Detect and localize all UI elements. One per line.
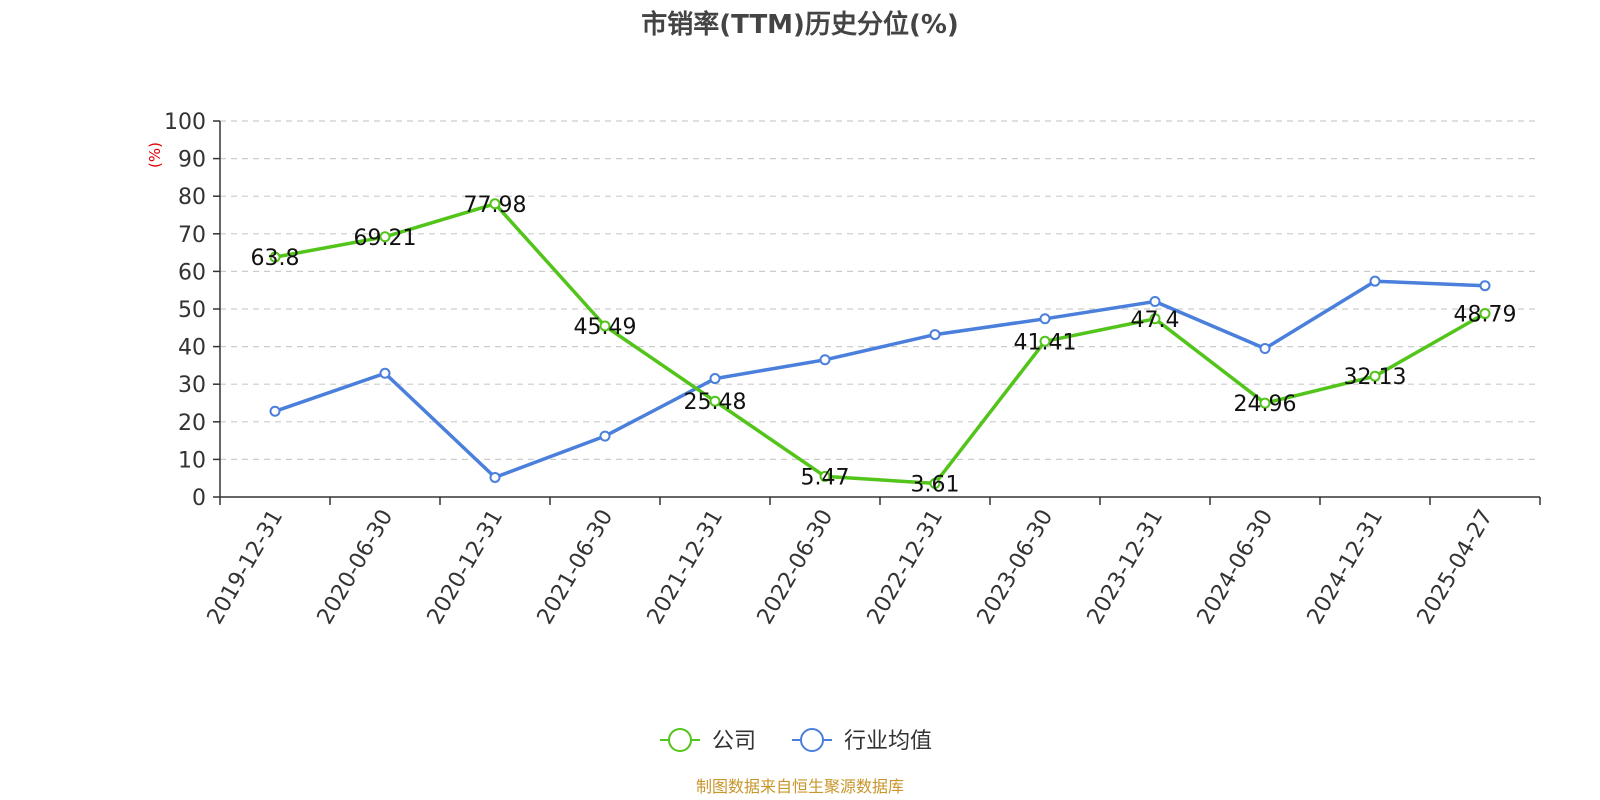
- legend[interactable]: 公司 行业均值: [660, 728, 932, 754]
- axes: 0 10 20 30 40 50 60 70 80 90 100 2019-12-31 2020-06-…: [164, 110, 1541, 629]
- data-label: 24.96: [1234, 392, 1297, 417]
- data-point: [379, 231, 391, 243]
- data-point: [269, 405, 281, 417]
- data-point: [1369, 275, 1381, 287]
- data-point: [709, 373, 721, 385]
- data-point: [819, 354, 831, 366]
- series-line-0: [274, 202, 1486, 486]
- data-point: [1479, 308, 1491, 320]
- y-tick-label: 0: [192, 486, 206, 511]
- data-point: [1149, 313, 1161, 325]
- data-label: 25.48: [684, 390, 747, 415]
- x-tick-label: 2024-06-30: [1193, 506, 1279, 629]
- y-tick-label: 100: [164, 110, 206, 135]
- data-point: [1369, 370, 1381, 382]
- data-point: [819, 470, 831, 482]
- data-point: [929, 329, 941, 341]
- legend-item-label: 行业均值: [844, 729, 932, 754]
- data-label: 48.79: [1454, 303, 1517, 328]
- y-tick-label: 80: [178, 185, 206, 210]
- y-tick-label: 20: [178, 411, 206, 436]
- data-point: [269, 251, 281, 263]
- data-label: 77.98: [464, 193, 527, 218]
- data-label: 45.49: [574, 315, 637, 340]
- data-label: 69.21: [354, 226, 417, 251]
- data-labels: 63.8 69.21 77.98 45.49 25.48 5.47 3.61 41.41 47.…: [251, 193, 1517, 498]
- x-tick-label: 2025-04-27: [1413, 506, 1499, 629]
- data-label: 32.13: [1344, 365, 1407, 390]
- x-tick-label: 2020-12-31: [423, 506, 509, 629]
- y-tick-label: 40: [178, 336, 206, 361]
- data-point: [929, 477, 941, 489]
- x-tick-label: 2022-06-30: [753, 506, 839, 629]
- x-tick-label: 2024-12-31: [1303, 506, 1389, 629]
- data-point: [1149, 295, 1161, 307]
- x-tick-label: 2021-12-31: [643, 506, 729, 629]
- series-layer: [269, 198, 1491, 489]
- y-tick-label: 90: [178, 148, 206, 173]
- legend-marker: [668, 728, 692, 752]
- y-tick-label: 10: [178, 448, 206, 473]
- y-tick-label: 70: [178, 223, 206, 248]
- data-point: [1259, 397, 1271, 409]
- data-point: [1039, 335, 1051, 347]
- x-tick-label: 2019-12-31: [203, 506, 289, 629]
- source-note: 制图数据来自恒生聚源数据库: [696, 777, 904, 796]
- data-point: [1259, 342, 1271, 354]
- x-tick-label: 2022-12-31: [863, 506, 949, 629]
- x-tick-label: 2020-06-30: [313, 506, 399, 629]
- x-tick-label: 2021-06-30: [533, 506, 619, 629]
- data-label: 3.61: [911, 472, 960, 497]
- series-line-1: [274, 279, 1486, 480]
- data-point: [379, 367, 391, 379]
- data-point: [489, 471, 501, 483]
- legend-marker: [800, 728, 824, 752]
- legend-item-label: 公司: [712, 729, 756, 754]
- grid-lines: [220, 120, 1540, 460]
- x-tick-label: 2023-06-30: [973, 506, 1059, 629]
- chart-title: 市销率(TTM)历史分位(%): [641, 9, 959, 40]
- data-point: [599, 320, 611, 332]
- data-label: 63.8: [251, 246, 300, 271]
- data-label: 41.41: [1014, 330, 1077, 355]
- y-tick-label: 50: [178, 298, 206, 323]
- data-point: [599, 430, 611, 442]
- y-tick-label: 60: [178, 260, 206, 285]
- data-label: 47.4: [1131, 308, 1180, 333]
- data-point: [1479, 280, 1491, 292]
- y-axis-label: (%): [146, 142, 164, 168]
- x-tick-label: 2023-12-31: [1083, 506, 1169, 629]
- data-point: [489, 198, 501, 210]
- y-tick-label: 30: [178, 373, 206, 398]
- data-label: 5.47: [801, 465, 850, 490]
- data-point: [1039, 313, 1051, 325]
- data-point: [709, 395, 721, 407]
